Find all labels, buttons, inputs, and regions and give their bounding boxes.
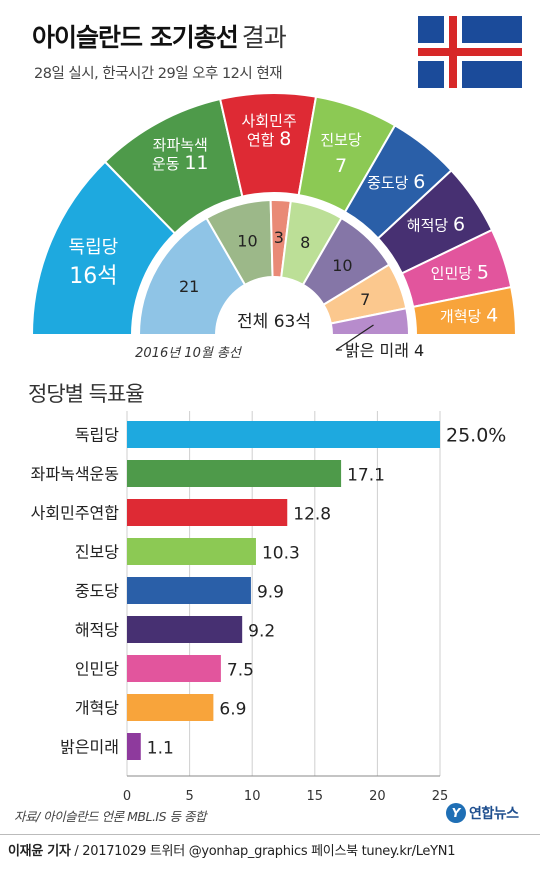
- inner-seat-arc: [329, 307, 411, 336]
- vote-share-bar-chart: 0 5 10 15 20 25 독립당 25.0% 좌파녹색운동 17.1 사회민주연합 12.8 진보…: [31, 411, 506, 804]
- footer-credits: 이재윤 기자 / 20171029 트위터 @yonhap_graphics 페…: [8, 840, 455, 859]
- credits: / 20171029 트위터 @yonhap_graphics 페이스북 tun…: [70, 844, 456, 859]
- inner-seat-label: 밝은 미래 4: [345, 341, 424, 360]
- data-label: 9.9: [257, 583, 284, 603]
- data-label: 17.1: [347, 466, 385, 486]
- data-label: 9.2: [248, 622, 275, 642]
- title-sub: 결과: [241, 23, 287, 52]
- outer-seat-label: 사회민주 연합 8: [242, 112, 297, 150]
- inner-seat-label: 7: [360, 290, 370, 309]
- outer-seat-label: 좌파녹색 운동 11: [152, 136, 209, 174]
- yonhap-logo: Y 연합뉴스: [446, 803, 519, 823]
- outer-seat-label: 개혁당 4: [440, 304, 498, 326]
- x-tick-label: 20: [369, 789, 386, 804]
- outer-seat-label: 진보당 7: [320, 131, 362, 177]
- outer-seat-arc: [412, 285, 518, 336]
- bar: [127, 694, 214, 721]
- outer-seat-label: 독립당 16석: [69, 237, 119, 289]
- data-label: 10.3: [262, 544, 300, 564]
- inner-seat-group-6: 밝은 미래 4: [329, 307, 424, 360]
- inner-seat-label: 3: [274, 228, 284, 247]
- data-label: 6.9: [219, 700, 246, 720]
- logo-text: 연합뉴스: [469, 806, 519, 822]
- bar: [127, 577, 251, 604]
- source-note: 자료/ 아이슬란드 언론 MBL.IS 등 종합: [14, 809, 207, 824]
- bar: [127, 655, 221, 682]
- category-label: 밝은미래: [60, 738, 119, 757]
- page-title: 아이슬란드 조기총선 결과: [32, 18, 287, 54]
- x-tick-label: 15: [307, 789, 324, 804]
- bar: [127, 499, 288, 526]
- category-label: 개혁당: [75, 699, 119, 718]
- data-label: 1.1: [147, 739, 174, 759]
- data-label: 25.0%: [446, 425, 506, 447]
- outer-seat-group-7: 개혁당 4: [412, 285, 518, 336]
- bar: [127, 421, 440, 448]
- bar-chart-title: 정당별 득표율: [28, 382, 145, 406]
- category-label: 진보당: [75, 543, 119, 562]
- outer-seat-label: 인민당 5: [431, 262, 489, 284]
- data-label: 12.8: [293, 505, 331, 525]
- inner-seat-label: 10: [332, 256, 352, 275]
- category-label: 인민당: [75, 660, 119, 679]
- category-label: 좌파녹색운동: [31, 465, 119, 484]
- bar: [127, 733, 141, 760]
- subtitle: 28일 실시, 한국시간 29일 오후 12시 현재: [34, 66, 283, 82]
- category-label: 중도당: [75, 582, 119, 601]
- x-tick-label: 0: [123, 789, 131, 804]
- x-tick-label: 25: [432, 789, 449, 804]
- outer-seat-label: 해적당 6: [407, 214, 465, 236]
- x-tick-label: 10: [244, 789, 261, 804]
- inner-seat-label: 10: [237, 232, 257, 251]
- author: 이재윤 기자: [8, 844, 71, 859]
- bar: [127, 616, 243, 643]
- outer-seat-group-4: 중도당 6: [343, 124, 453, 240]
- category-label: 해적당: [75, 621, 119, 640]
- inner-seat-arc: [137, 216, 247, 336]
- iceland-flag: [418, 16, 522, 88]
- category-label: 사회민주연합: [31, 504, 120, 523]
- title-main: 아이슬란드 조기총선: [32, 23, 239, 52]
- inner-ring-caption: 2016년 10월 총선: [135, 346, 243, 361]
- footer-divider: [0, 834, 540, 835]
- category-label: 독립당: [75, 426, 119, 445]
- inner-center-label: 전체 63석: [237, 312, 311, 332]
- outer-seat-label: 중도당 6: [367, 171, 425, 193]
- x-tick-label: 5: [185, 789, 193, 804]
- bar: [127, 538, 256, 565]
- inner-label-leader: [335, 324, 374, 351]
- bar: [127, 460, 342, 487]
- logo-mark-icon: Y: [446, 803, 466, 823]
- inner-seat-label: 8: [300, 233, 310, 252]
- inner-seat-group-0: 21: [137, 216, 247, 336]
- inner-seat-label: 21: [179, 277, 199, 296]
- inner-seat-group-1: 10: [205, 199, 274, 287]
- data-label: 7.5: [227, 661, 254, 681]
